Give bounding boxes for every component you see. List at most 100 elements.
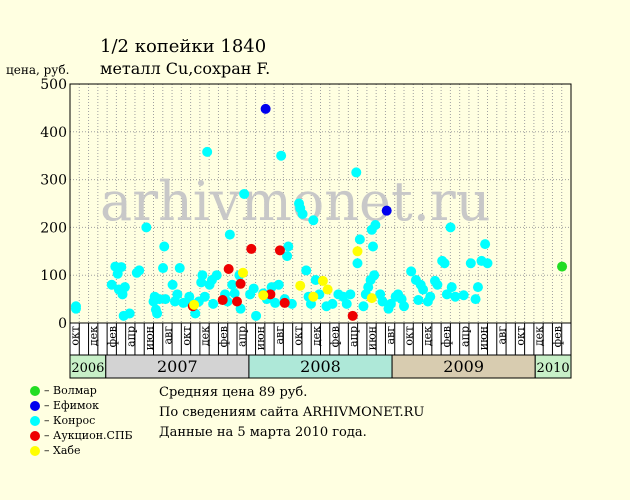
data-point bbox=[159, 241, 170, 252]
data-point bbox=[432, 279, 443, 290]
data-point bbox=[557, 261, 568, 272]
legend-item: – Ефимок bbox=[30, 398, 133, 413]
data-point bbox=[141, 222, 152, 233]
data-point bbox=[317, 275, 328, 286]
data-point bbox=[377, 296, 388, 307]
data-point bbox=[274, 245, 285, 256]
data-point bbox=[124, 308, 135, 319]
data-point bbox=[425, 291, 436, 302]
legend-dot-icon bbox=[30, 415, 40, 426]
legend-label: – Аукцион.СПБ bbox=[44, 429, 133, 442]
data-point bbox=[354, 234, 365, 245]
data-point bbox=[441, 289, 452, 300]
legend-dot-icon bbox=[30, 430, 40, 441]
chart-subtitle: металл Cu,сохран F. bbox=[100, 59, 270, 78]
data-point bbox=[70, 303, 81, 314]
data-point bbox=[301, 265, 312, 276]
legend-label: – Хабе bbox=[44, 444, 81, 457]
data-point bbox=[208, 298, 219, 309]
legend-label: – Ефимок bbox=[44, 399, 100, 412]
data-point bbox=[446, 282, 457, 293]
month-label: июн bbox=[366, 326, 379, 350]
data-point bbox=[260, 103, 271, 114]
y-tick-label: 500 bbox=[40, 77, 67, 93]
month-label: фев bbox=[440, 326, 453, 347]
month-label: дек bbox=[421, 326, 434, 346]
data-point bbox=[197, 270, 208, 281]
data-point bbox=[369, 270, 380, 281]
month-label: авг bbox=[495, 326, 508, 345]
data-point bbox=[295, 280, 306, 291]
data-date: Данные на 5 марта 2010 года. bbox=[159, 425, 367, 440]
month-label: окт bbox=[291, 326, 304, 346]
month-label: апр bbox=[347, 326, 360, 347]
month-label: июн bbox=[254, 326, 267, 350]
data-point bbox=[399, 301, 409, 312]
y-tick-label: 100 bbox=[40, 268, 67, 284]
data-point bbox=[327, 298, 338, 309]
data-point bbox=[248, 283, 259, 294]
year-label: 2010 bbox=[537, 361, 570, 376]
data-point bbox=[347, 310, 358, 321]
data-point bbox=[279, 297, 290, 308]
data-point bbox=[345, 289, 356, 300]
data-point bbox=[470, 294, 481, 305]
data-point bbox=[237, 267, 248, 278]
data-point bbox=[246, 243, 257, 254]
data-point bbox=[189, 299, 200, 310]
month-label: авг bbox=[161, 326, 174, 345]
data-point bbox=[406, 266, 417, 277]
data-point bbox=[152, 308, 163, 319]
legend-dot-icon bbox=[30, 445, 40, 456]
data-point bbox=[465, 258, 476, 269]
data-point bbox=[297, 209, 308, 220]
data-point bbox=[358, 301, 369, 312]
data-point bbox=[450, 291, 461, 302]
data-point bbox=[239, 188, 250, 199]
data-point bbox=[458, 290, 469, 301]
legend-item: – Аукцион.СПБ bbox=[30, 428, 133, 443]
month-label: дек bbox=[87, 326, 100, 346]
year-label: 2008 bbox=[300, 357, 341, 376]
year-label: 2009 bbox=[443, 357, 484, 376]
data-point bbox=[227, 279, 238, 290]
month-label: апр bbox=[124, 326, 137, 347]
data-point bbox=[229, 288, 240, 299]
data-point bbox=[178, 297, 189, 308]
data-point bbox=[167, 279, 178, 290]
data-point bbox=[482, 258, 493, 269]
month-label: фев bbox=[106, 326, 119, 347]
data-point bbox=[381, 205, 392, 216]
data-point bbox=[322, 284, 333, 295]
data-point bbox=[439, 258, 450, 269]
data-point bbox=[283, 241, 294, 252]
legend: – Волмар – Ефимок – Конрос – Аукцион.СПБ – Х… bbox=[30, 383, 133, 458]
month-label: фев bbox=[551, 326, 564, 347]
month-label: окт bbox=[514, 326, 527, 346]
month-label: фев bbox=[217, 326, 230, 347]
data-point bbox=[273, 279, 284, 290]
data-point bbox=[202, 146, 213, 157]
data-point bbox=[160, 294, 171, 305]
data-point bbox=[367, 241, 378, 252]
month-label: авг bbox=[273, 326, 286, 345]
data-point bbox=[217, 295, 228, 306]
data-point bbox=[224, 229, 235, 240]
data-point bbox=[270, 297, 281, 308]
chart-title: 1/2 копейки 1840 bbox=[100, 36, 266, 57]
data-point bbox=[172, 289, 183, 300]
legend-dot-icon bbox=[30, 400, 40, 411]
data-point bbox=[366, 293, 377, 304]
data-point bbox=[308, 291, 319, 302]
month-label: дек bbox=[533, 326, 546, 346]
month-label: июн bbox=[477, 326, 490, 350]
month-label: фев bbox=[328, 326, 341, 347]
month-label: окт bbox=[69, 326, 82, 346]
legend-item: – Волмар bbox=[30, 383, 133, 398]
info-block: Средняя цена 89 руб. По сведениям сайта … bbox=[159, 383, 424, 443]
legend-label: – Конрос bbox=[44, 414, 96, 427]
data-point bbox=[351, 167, 362, 178]
year-label: 2007 bbox=[157, 357, 198, 376]
data-point bbox=[174, 263, 185, 274]
